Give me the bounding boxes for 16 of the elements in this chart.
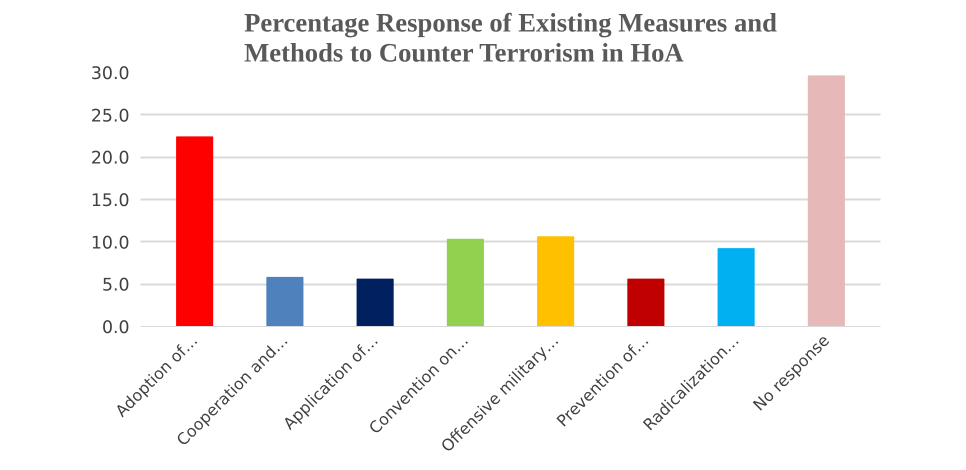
bar: [446, 238, 484, 326]
bar: [176, 136, 214, 326]
bar: [808, 75, 845, 326]
y-tick-label: 0.0: [102, 318, 130, 338]
bar: [266, 276, 304, 326]
y-tick-label: 30.0: [90, 64, 130, 84]
bar: [537, 236, 574, 326]
bar: [356, 278, 394, 326]
y-tick-label: 25.0: [90, 106, 130, 126]
bar: [627, 278, 664, 326]
y-tick-label: 20.0: [90, 148, 130, 169]
bar: [718, 248, 755, 326]
chart-title: Percentage Response of Existing Measures and Methods to Counter Terrorism in HoA: [244, 8, 778, 68]
y-tick-label: 10.0: [90, 233, 130, 254]
y-tick-label: 15.0: [90, 191, 130, 211]
y-tick-label: 5.0: [102, 276, 130, 296]
